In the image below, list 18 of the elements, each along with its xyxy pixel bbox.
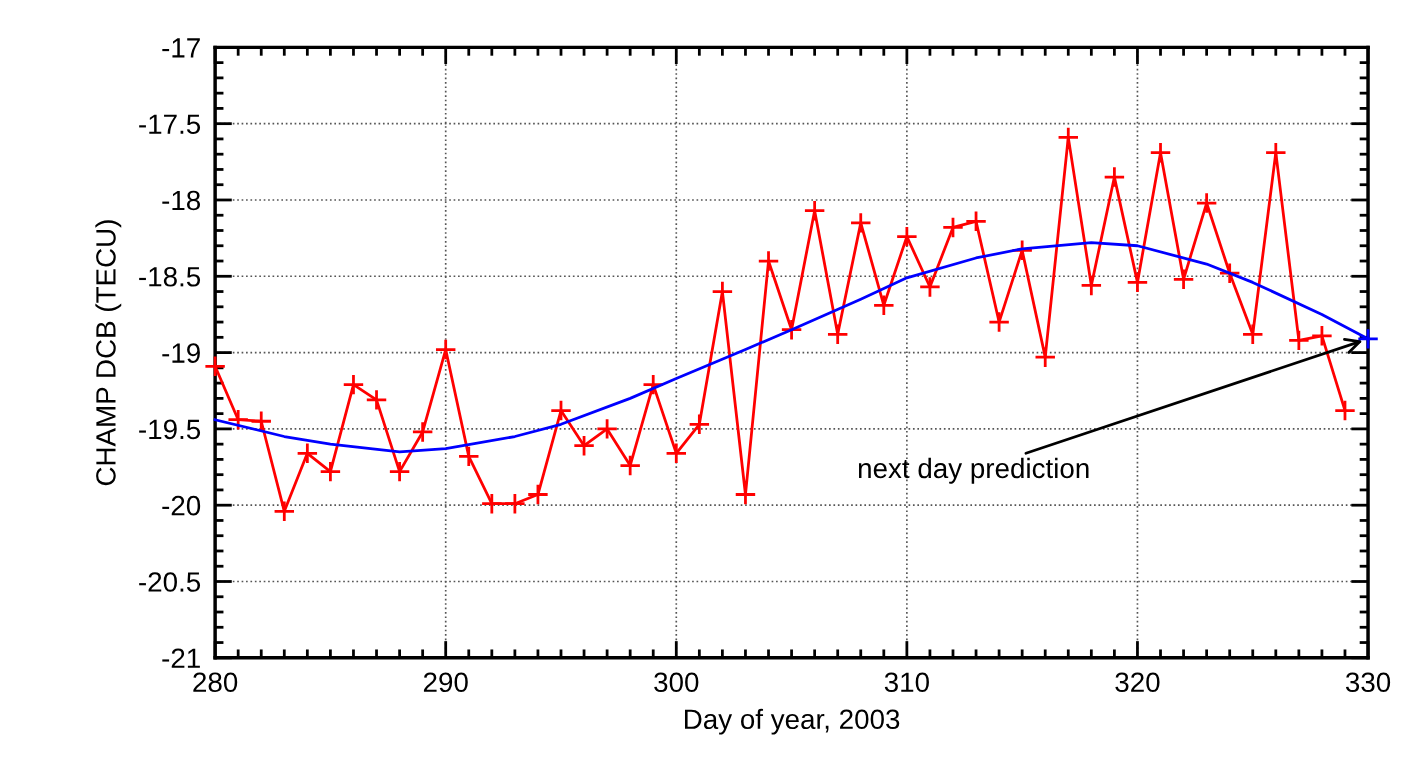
- y-tick-label: -18.5: [139, 266, 201, 287]
- y-tick-label: -20: [162, 495, 201, 516]
- y-tick-label: -21: [162, 648, 200, 668]
- x-tick-label: 300: [654, 672, 699, 693]
- y-tick-label: -18: [162, 190, 201, 211]
- x-tick-label: 310: [884, 672, 929, 693]
- y-axis-title: CHAMP DCB (TECU): [95, 220, 122, 486]
- y-tick-label: -20.5: [139, 572, 201, 592]
- x-tick-label: 330: [1345, 672, 1391, 693]
- x-tick-label: 290: [423, 672, 468, 693]
- y-tick-label: -17.5: [139, 114, 201, 135]
- annotation: next day prediction: [858, 457, 1089, 484]
- y-tick-label: -19.5: [139, 419, 201, 440]
- x-tick-label: 280: [193, 672, 238, 693]
- x-tick-label: 320: [1115, 672, 1160, 693]
- x-axis-title: Day of year, 2003: [685, 708, 900, 735]
- y-tick-label: -17: [162, 38, 200, 58]
- y-tick-label: -19: [162, 343, 200, 363]
